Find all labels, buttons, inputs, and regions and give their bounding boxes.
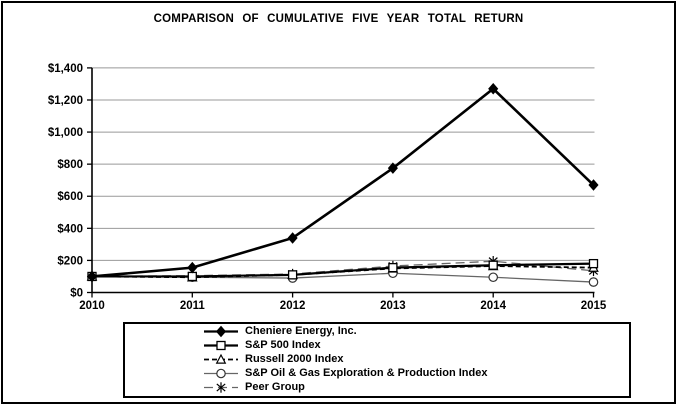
x-tick-label: 2013 xyxy=(380,300,406,312)
y-tick-label: $600 xyxy=(57,191,83,203)
marker-square-open xyxy=(588,258,599,269)
y-tick-label: $1,400 xyxy=(48,63,83,75)
marker-diamond-filled xyxy=(215,325,227,338)
marker-asterisk xyxy=(216,382,226,393)
marker-diamond-filled xyxy=(86,270,98,283)
series-line xyxy=(92,262,594,278)
marker-diamond-filled xyxy=(588,179,599,191)
legend-item: S&P Oil & Gas Exploration & Production I… xyxy=(204,367,629,380)
marker-diamond-filled xyxy=(488,82,499,95)
marker-square-open xyxy=(187,271,197,282)
legend-item: Russell 2000 Index xyxy=(204,353,629,366)
x-tick-label: 2011 xyxy=(180,300,206,312)
plot-area: $0 $200 $400 $600 $800 $1,000 $1,200 $1,400 2010… xyxy=(48,63,607,312)
y-tick-label: $1,000 xyxy=(48,127,83,139)
y-tick-label: $1,200 xyxy=(48,95,83,107)
marker-triangle-open xyxy=(215,353,227,364)
legend-label: Peer Group xyxy=(245,380,305,393)
legend-label: S&P Oil & Gas Exploration & Production I… xyxy=(245,366,488,379)
legend-swatch-square-open xyxy=(204,340,238,351)
legend-swatch-asterisk xyxy=(204,382,238,393)
marker-circle-open xyxy=(216,368,226,379)
series-1 xyxy=(86,82,599,283)
marker-diamond-filled xyxy=(387,162,398,174)
x-tick-label: 2010 xyxy=(79,300,105,312)
x-tick-label: 2015 xyxy=(581,300,607,312)
marker-diamond-filled xyxy=(287,232,298,244)
marker-square-open xyxy=(388,262,398,273)
legend-item: S&P 500 Index xyxy=(204,339,629,352)
x-tick-label: 2014 xyxy=(480,300,506,312)
legend-swatch-triangle-open xyxy=(204,353,238,364)
legend-label: S&P 500 Index xyxy=(245,339,321,352)
legend-swatch-circle-open xyxy=(204,368,238,379)
legend-label: Russell 2000 Index xyxy=(245,352,344,365)
legend-item: Cheniere Energy, Inc. xyxy=(204,325,629,338)
x-tick-label: 2012 xyxy=(280,300,306,312)
legend-swatch-diamond-filled xyxy=(204,325,238,338)
marker-square-open xyxy=(216,340,226,351)
marker-diamond-filled xyxy=(187,261,198,274)
marker-square-open xyxy=(287,270,298,280)
marker-square-open xyxy=(488,260,498,270)
chart-title: COMPARISON OF CUMULATIVE FIVE YEAR TOTAL… xyxy=(153,13,524,25)
series-line xyxy=(91,87,595,278)
y-tick-label: $800 xyxy=(57,159,83,171)
legend-item: Peer Group xyxy=(204,381,629,394)
y-tick-label: $400 xyxy=(57,223,83,235)
marker-circle-open xyxy=(588,277,599,287)
legend-label: Cheniere Energy, Inc. xyxy=(245,325,357,338)
y-tick-label: $200 xyxy=(57,255,83,267)
y-tick-label: $0 xyxy=(70,288,83,300)
legend: Cheniere Energy, Inc. S&P 500 Index Russel… xyxy=(123,322,631,398)
marker-circle-open xyxy=(488,272,498,283)
